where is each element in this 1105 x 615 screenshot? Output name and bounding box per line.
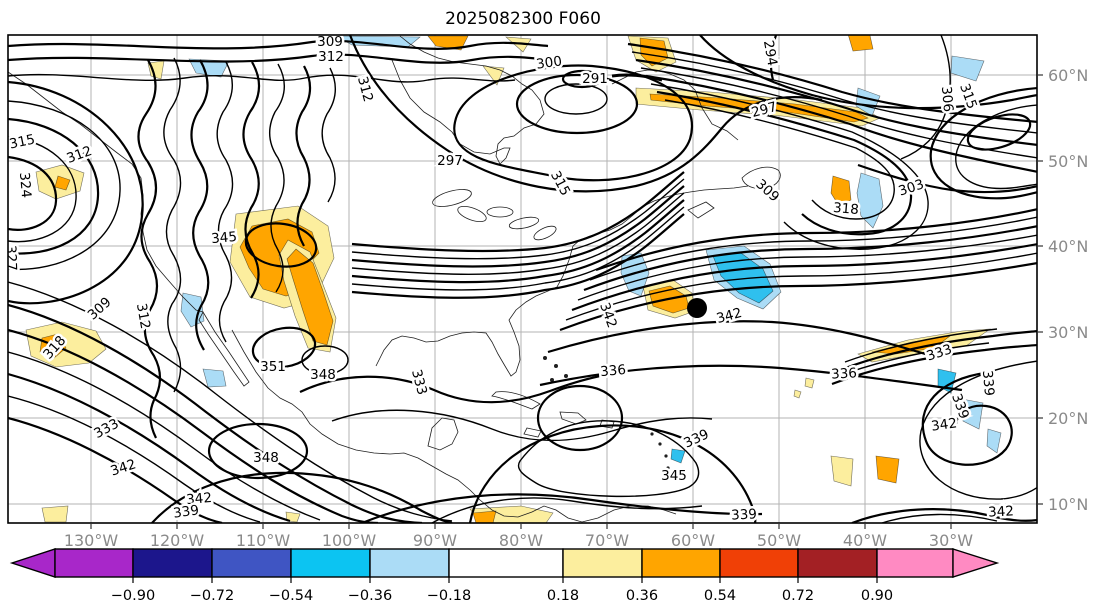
colorbar-tick-label: 0.54 xyxy=(704,588,736,604)
contour-label: 342 xyxy=(596,300,620,330)
contour-label: 306 xyxy=(938,86,956,113)
contour-label: 309 xyxy=(752,176,782,205)
contour-label: 336 xyxy=(831,365,858,382)
lat-tick-label: 10°N xyxy=(1048,495,1088,514)
colorbar-tick-label: 0.72 xyxy=(782,588,814,604)
contour-label: 318 xyxy=(832,200,859,218)
lon-tick-label: 100°W xyxy=(322,531,377,550)
contour-label: 339 xyxy=(681,426,711,451)
storm-position-dot xyxy=(687,298,707,318)
lon-tick-label: 90°W xyxy=(413,531,457,550)
contour-lines xyxy=(8,35,1037,523)
contour-label: 339 xyxy=(731,506,758,523)
contour-label: 345 xyxy=(661,468,687,484)
colorbar-tick-label: −0.90 xyxy=(111,588,155,604)
contour-label: 315 xyxy=(8,131,37,152)
colorbar-left-arrow xyxy=(9,548,56,578)
colorbar-tick-label: 0.18 xyxy=(547,588,579,604)
contour-label: 336 xyxy=(600,362,627,380)
colorbar-segment xyxy=(448,548,564,578)
colorbar-segment xyxy=(54,548,134,578)
lat-tick-label: 40°N xyxy=(1048,237,1088,256)
contour-label: 312 xyxy=(318,49,344,65)
colorbar-segment xyxy=(876,548,954,578)
contour-label: 342 xyxy=(930,415,958,434)
colorbar-tick-label: −0.18 xyxy=(427,588,471,604)
colorbar-segment xyxy=(562,548,643,578)
lat-tick-label: 30°N xyxy=(1048,323,1088,342)
colorbar-tick-label: 0.90 xyxy=(861,588,893,604)
colorbar-segment xyxy=(641,548,721,578)
axis-tick-labels: 130°W 120°W 110°W 100°W 90°W 80°W 70°W 60°W 50°W… xyxy=(64,66,1089,550)
lon-tick-label: 50°W xyxy=(757,531,801,550)
storm-position-marker xyxy=(687,298,707,318)
contour-label: 297 xyxy=(437,153,463,169)
contour-label: 345 xyxy=(211,229,238,247)
contour-label: 333 xyxy=(408,368,430,397)
contour-label: 309 xyxy=(85,294,115,323)
contour-label: 324 xyxy=(16,172,34,199)
colorbar: −0.90 −0.72 −0.54 −0.36 −0.18 0.18 0.36 0.54 0.7… xyxy=(9,548,1000,604)
anomaly-shading xyxy=(25,35,1002,523)
colorbar-right-arrow xyxy=(952,548,1000,578)
contour-label: 342 xyxy=(715,305,744,327)
figure-title: 2025082300 F060 xyxy=(445,9,601,29)
lon-tick-label: 60°W xyxy=(671,531,715,550)
lat-tick-label: 50°N xyxy=(1048,152,1088,171)
contour-label: 348 xyxy=(310,367,336,383)
lon-tick-label: 30°W xyxy=(929,531,973,550)
contour-label: 342 xyxy=(109,456,138,479)
contour-label: 309 xyxy=(317,34,343,50)
contour-label: 303 xyxy=(897,176,926,199)
colorbar-segment xyxy=(211,548,292,578)
lon-tick-label: 70°W xyxy=(585,531,629,550)
contour-label: 339 xyxy=(172,502,200,521)
contour-label: 315 xyxy=(547,168,573,198)
contour-label: 291 xyxy=(582,71,608,87)
lat-tick-label: 20°N xyxy=(1048,409,1088,428)
colorbar-tick-label: −0.36 xyxy=(348,588,392,604)
contour-label: 312 xyxy=(133,302,153,330)
contour-label: 348 xyxy=(253,450,279,466)
lon-tick-label: 120°W xyxy=(150,531,205,550)
contour-label: 327 xyxy=(3,245,20,271)
colorbar-tick-label: 0.36 xyxy=(626,588,658,604)
colorbar-segment xyxy=(132,548,213,578)
colorbar-tick-label: −0.72 xyxy=(190,588,234,604)
lat-tick-label: 60°N xyxy=(1048,66,1088,85)
colorbar-segment xyxy=(719,548,799,578)
lon-tick-label: 80°W xyxy=(499,531,543,550)
lon-tick-label: 40°W xyxy=(843,531,887,550)
colorbar-tick-label: −0.54 xyxy=(269,588,313,604)
contour-label: 342 xyxy=(186,490,213,508)
contour-label: 294 xyxy=(760,39,780,67)
colorbar-segment xyxy=(797,548,878,578)
contour-label: 351 xyxy=(260,359,286,375)
map-frame xyxy=(7,34,1038,524)
lon-tick-label: 110°W xyxy=(236,531,291,550)
lon-tick-label: 130°W xyxy=(64,531,119,550)
colorbar-segment xyxy=(290,548,371,578)
contour-label: 342 xyxy=(988,503,1015,520)
colorbar-segment xyxy=(369,548,450,578)
contour-label: 300 xyxy=(535,53,563,72)
contour-label: 339 xyxy=(979,370,997,397)
